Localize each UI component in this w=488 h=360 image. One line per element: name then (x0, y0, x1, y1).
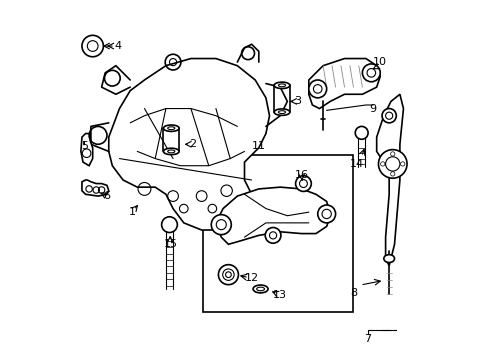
Polygon shape (308, 59, 380, 109)
Bar (203, 155, 353, 312)
Ellipse shape (383, 255, 394, 262)
Text: 1: 1 (128, 207, 135, 217)
Polygon shape (108, 59, 269, 230)
Ellipse shape (274, 109, 289, 115)
Ellipse shape (163, 148, 179, 155)
Circle shape (264, 228, 281, 243)
Text: 14: 14 (349, 159, 364, 169)
Ellipse shape (253, 285, 267, 293)
Text: 11: 11 (251, 141, 265, 151)
Ellipse shape (163, 125, 179, 131)
Circle shape (295, 176, 311, 192)
Ellipse shape (274, 82, 289, 89)
Text: 6: 6 (103, 191, 110, 201)
Text: 12: 12 (244, 273, 258, 283)
Circle shape (211, 215, 231, 235)
Polygon shape (376, 94, 403, 266)
Text: 7: 7 (364, 334, 370, 344)
Circle shape (82, 35, 103, 57)
Text: 15: 15 (164, 239, 178, 249)
Polygon shape (216, 187, 329, 244)
Circle shape (354, 126, 367, 139)
Circle shape (381, 109, 395, 123)
Text: 3: 3 (294, 96, 301, 107)
Polygon shape (81, 134, 93, 166)
Circle shape (378, 150, 406, 178)
Text: 4: 4 (114, 41, 121, 51)
Circle shape (317, 205, 335, 223)
Text: 9: 9 (369, 104, 376, 113)
Text: 16: 16 (294, 170, 308, 180)
Text: 10: 10 (372, 57, 386, 67)
Text: 8: 8 (349, 288, 356, 297)
Circle shape (218, 265, 238, 285)
Text: 13: 13 (273, 290, 286, 300)
Circle shape (162, 217, 177, 233)
Circle shape (308, 80, 326, 98)
Circle shape (362, 64, 380, 82)
Text: 5: 5 (81, 141, 88, 151)
Text: 2: 2 (189, 139, 196, 149)
Polygon shape (82, 180, 108, 196)
